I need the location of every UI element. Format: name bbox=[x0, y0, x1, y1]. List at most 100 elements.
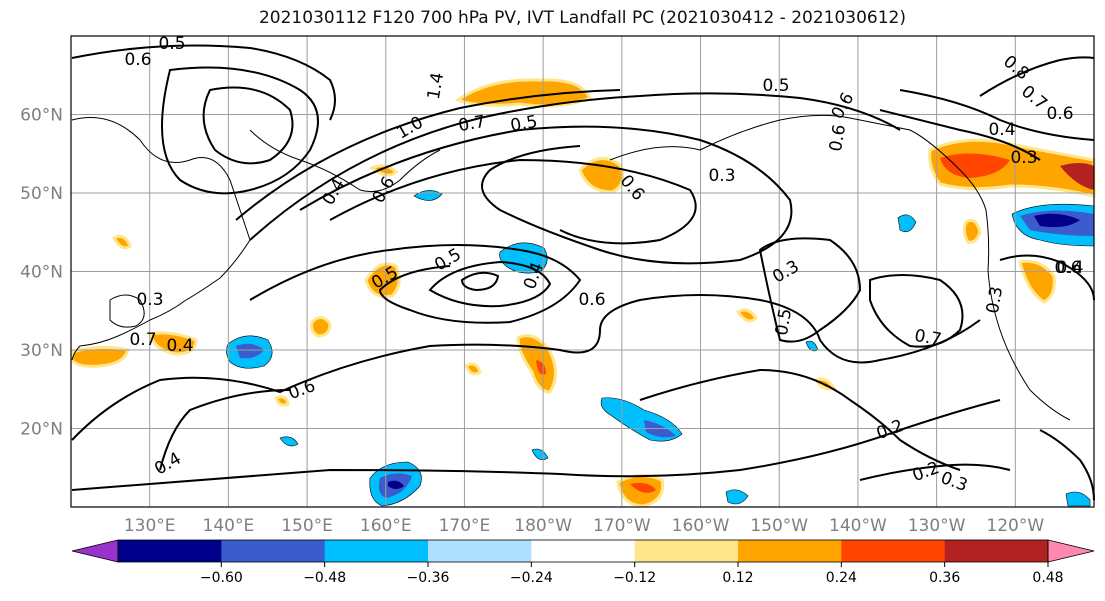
contour-label: 0.6 bbox=[124, 50, 151, 70]
shade-positive bbox=[940, 153, 1010, 178]
shade-negative bbox=[531, 448, 549, 461]
contour-label: 0.3 bbox=[1010, 148, 1037, 168]
lat-tick-label: 40°N bbox=[20, 263, 63, 283]
contour-label: 0.7 bbox=[913, 326, 943, 350]
colorbar-segment bbox=[841, 540, 946, 562]
lon-tick-labels: 130°E 140°E 150°E 160°E 170°E 180°W 170°W 160°W… bbox=[124, 516, 1045, 536]
contour-line bbox=[460, 271, 500, 292]
lon-tick-label: 160°E bbox=[360, 516, 412, 536]
shade-negative bbox=[897, 214, 917, 233]
contour-line bbox=[161, 66, 319, 195]
contour-labels: 0.50.61.41.0 0.7 0.50.50.60.6 0.40.30.30.60… bbox=[124, 34, 1083, 496]
colorbar-segment bbox=[221, 540, 326, 562]
lon-tick-label: 170°E bbox=[439, 516, 491, 536]
shade-negative bbox=[279, 436, 299, 447]
contour-line bbox=[859, 463, 1011, 481]
contour-line bbox=[235, 89, 621, 221]
contour-label: 0.8 bbox=[999, 52, 1033, 85]
colorbar-segment bbox=[944, 540, 1049, 562]
contour-label: 0.5 bbox=[509, 112, 539, 136]
shade-positive bbox=[364, 262, 401, 299]
contour-line bbox=[71, 44, 336, 121]
lat-tick-label: 30°N bbox=[20, 341, 63, 361]
shade-positive bbox=[735, 308, 758, 323]
contour-line bbox=[71, 399, 1001, 491]
coastline-japan bbox=[109, 294, 145, 328]
shade-positive bbox=[630, 482, 656, 493]
contour-label: 0.6 bbox=[578, 290, 605, 310]
shade-negative bbox=[388, 480, 404, 489]
contour-label: 0.6 bbox=[369, 173, 400, 206]
contour-line bbox=[202, 86, 294, 165]
shade-positive bbox=[111, 234, 132, 250]
colorbar-tick-label: 0.36 bbox=[929, 570, 960, 586]
shade-negative bbox=[725, 489, 749, 505]
contour-label: 0.5 bbox=[762, 76, 789, 96]
contour-label: 0.4 bbox=[166, 336, 193, 356]
colorbar-segment bbox=[634, 540, 739, 562]
colorbar-segment bbox=[118, 540, 222, 562]
contour-label: 0.5 bbox=[772, 307, 796, 337]
lat-tick-label: 20°N bbox=[20, 420, 63, 440]
contour-label: 0.4 bbox=[988, 120, 1015, 140]
shade-negative bbox=[1034, 213, 1080, 228]
contour-line bbox=[869, 274, 964, 348]
contour-label: 0.4 bbox=[1056, 258, 1083, 278]
lon-tick-label: 180°W bbox=[514, 516, 572, 536]
colorbar-tick-label: −0.36 bbox=[407, 570, 450, 586]
shade-positive bbox=[369, 164, 399, 177]
contour-line bbox=[428, 260, 552, 308]
coastline-asia bbox=[71, 117, 251, 361]
lon-tick-label: 130°W bbox=[908, 516, 966, 536]
lon-tick-label: 160°W bbox=[672, 516, 730, 536]
contour-label: 0.2 bbox=[910, 458, 942, 486]
chart-title: 2021030112 F120 700 hPa PV, IVT Landfall… bbox=[258, 8, 906, 28]
contour-line bbox=[249, 92, 901, 241]
contour-label: 1.0 bbox=[393, 113, 426, 144]
contour-line bbox=[758, 237, 862, 343]
map-gridlines bbox=[71, 36, 1094, 507]
contour-label: 0.6 bbox=[1046, 104, 1073, 124]
contour-label: 0.5 bbox=[158, 34, 185, 54]
colorbar-tick-label: 0.48 bbox=[1032, 570, 1063, 586]
contour-line bbox=[159, 389, 291, 471]
colorbar-extend-high bbox=[1047, 539, 1095, 563]
contour-line bbox=[1039, 429, 1095, 501]
contour-line bbox=[979, 56, 1095, 97]
shade-positive bbox=[274, 395, 290, 407]
contour-line bbox=[899, 89, 1095, 141]
shade-positive bbox=[454, 78, 593, 108]
coastline-alaska bbox=[609, 114, 1071, 421]
shade-positive bbox=[1060, 163, 1094, 190]
lon-tick-label: 140°E bbox=[203, 516, 255, 536]
lat-tick-labels: 60°N 50°N 40°N 30°N 20°N bbox=[20, 106, 63, 440]
shade-positive bbox=[464, 362, 482, 376]
shade-negative bbox=[1065, 491, 1091, 507]
contour-label: 0.7 bbox=[129, 330, 156, 350]
lon-tick-label: 150°E bbox=[281, 516, 333, 536]
colorbar: −0.60 −0.48 −0.36 −0.24 −0.12 0.12 0.24 0.36 0.4… bbox=[71, 539, 1095, 586]
lon-tick-label: 120°W bbox=[986, 516, 1044, 536]
colorbar-tick-label: −0.48 bbox=[303, 570, 346, 586]
shade-positive bbox=[1018, 259, 1056, 304]
colorbar-segment bbox=[428, 540, 532, 562]
contour-label: 0.6 bbox=[1054, 258, 1081, 278]
lon-tick-label: 130°E bbox=[124, 516, 176, 536]
shade-negative bbox=[413, 190, 443, 201]
contour-label: 0.3 bbox=[708, 166, 735, 186]
contour-label: 0.6 bbox=[286, 376, 318, 404]
colorbar-tick-label: 0.24 bbox=[826, 570, 857, 586]
shade-positive bbox=[310, 316, 332, 338]
pv-contours bbox=[71, 44, 1095, 501]
contour-line bbox=[329, 158, 697, 245]
lon-tick-label: 140°W bbox=[829, 516, 887, 536]
colorbar-tick-label: −0.24 bbox=[510, 570, 553, 586]
colorbar-extend-low bbox=[71, 539, 119, 563]
colorbar-tick-label: 0.12 bbox=[722, 570, 753, 586]
contour-label: 0.6 bbox=[828, 89, 859, 122]
contour-label: 0.3 bbox=[136, 290, 163, 310]
lon-tick-label: 150°W bbox=[750, 516, 808, 536]
contour-label: 0.3 bbox=[983, 285, 1007, 315]
contour-line bbox=[71, 294, 981, 441]
